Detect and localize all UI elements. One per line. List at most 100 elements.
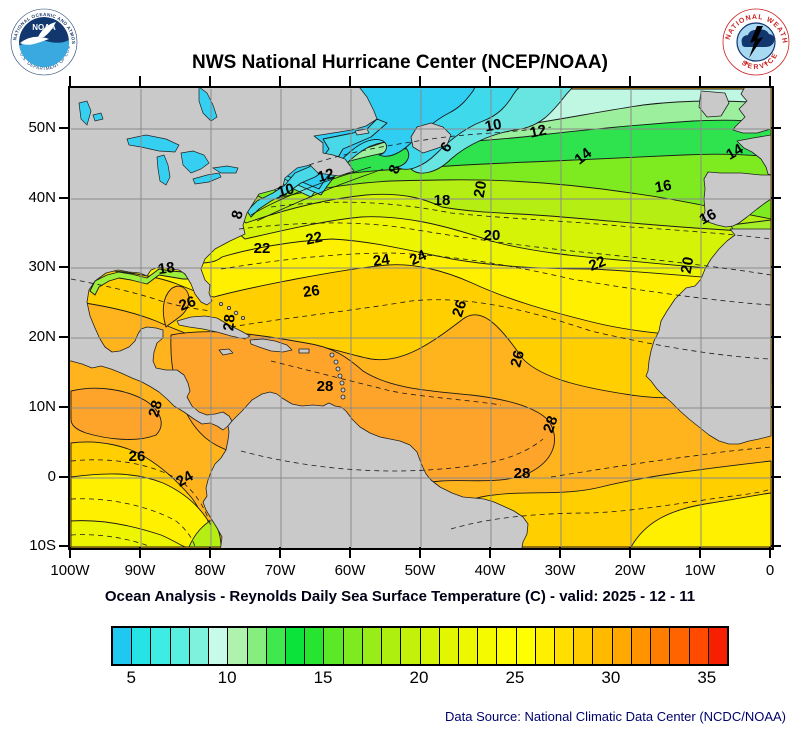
y-tick-label: 10S [29, 537, 56, 554]
colorbar-cell [189, 628, 210, 664]
y-tick-right [771, 545, 781, 547]
map-frame: 10 12 6 14 14 16 8 18 20 16 20 24 24 22 22 22 20 18 8 10 12 2… [68, 86, 774, 550]
lake-erie [192, 172, 222, 185]
x-tick [699, 547, 701, 558]
intermediate-contours [70, 126, 772, 548]
isotherm-label: 28 [220, 314, 238, 332]
x-tick-label: 90W [124, 562, 156, 579]
colorbar-tick-label: 10 [217, 668, 237, 687]
x-tick [69, 547, 71, 558]
gulf-stream-contours [250, 166, 384, 222]
x-tick [349, 547, 351, 558]
colorbar-cell [362, 628, 383, 664]
colorbar-cell [516, 628, 536, 664]
colorbar-cell [458, 628, 479, 664]
bahamas-land [218, 301, 245, 320]
colorbar-cell [439, 628, 459, 664]
colorbar-cell [151, 628, 171, 664]
x-tick-label: 60W [334, 562, 366, 579]
colorbar-cell [708, 628, 727, 664]
france-land [736, 134, 772, 176]
land-masses [70, 88, 772, 548]
colorbar-tick-label: 30 [601, 668, 621, 687]
isotherm-label: 22 [586, 253, 608, 275]
x-tick-top [349, 76, 351, 87]
y-tick [59, 127, 69, 129]
x-tick-label: 10W [684, 562, 716, 579]
x-tick-top [279, 76, 281, 87]
noaa-gull-wing-icon [38, 22, 56, 37]
nws-logo: NATIONAL WEATHER SERVICE ★ ★ [720, 6, 790, 76]
isotherm-label: 20 [484, 227, 501, 244]
lake-ontario [212, 165, 239, 174]
x-tick-label: 50W [404, 562, 436, 579]
y-tick-label: 40N [28, 189, 56, 206]
y-tick-label: 20N [28, 328, 56, 345]
isotherm-label: 26 [507, 349, 528, 370]
colorbar-cell [266, 628, 286, 664]
anticosti-land [354, 128, 370, 136]
y-tick-label: 0 [47, 468, 56, 485]
colorbar-cell [247, 628, 267, 664]
colorbar-cell [382, 628, 402, 664]
data-source-note: Data Source: National Climatic Data Cent… [445, 709, 786, 724]
colorbar-cell [555, 628, 575, 664]
y-tick-right [771, 266, 781, 268]
isotherm-label: 28 [540, 414, 562, 435]
isotherm-label: 26 [449, 298, 470, 319]
great-britain-land [732, 88, 772, 134]
y-tick-right [771, 476, 781, 478]
map-caption: Ocean Analysis - Reynolds Daily Sea Surf… [104, 588, 696, 605]
isotherm-label: 10 [276, 180, 297, 201]
x-tick [419, 547, 421, 558]
colorbar-cell [593, 628, 613, 664]
x-tick [489, 547, 491, 558]
colorbar-cell [305, 628, 325, 664]
colorbar-cell [420, 628, 440, 664]
x-tick-top [69, 76, 71, 87]
nws-lightning-icon [749, 26, 763, 58]
x-tick-label: 40W [474, 562, 506, 579]
x-tick-top [209, 76, 211, 87]
colorbar-cell [401, 628, 421, 664]
lake-winnipeg [78, 100, 92, 126]
y-tick-right [771, 406, 781, 408]
isotherm-label: 28 [145, 399, 166, 420]
colorbar-cell [574, 628, 594, 664]
colorbar-cell [651, 628, 671, 664]
ireland-land [698, 90, 730, 118]
lesser-antilles-land [329, 352, 346, 400]
page-title: NWS National Hurricane Center (NCEP/NOAA… [192, 52, 608, 73]
isotherm-label: 18 [157, 259, 176, 278]
nws-star-right-icon: ★ [763, 60, 768, 67]
lake-huron [180, 150, 210, 174]
noaa-emblem-sea [19, 39, 69, 67]
x-tick-top [489, 76, 491, 87]
africa-land [645, 228, 772, 445]
x-tick-label: 80W [194, 562, 226, 579]
x-tick-label: 20W [614, 562, 646, 579]
colorbar-cell [228, 628, 248, 664]
colorbar-cell [497, 628, 517, 664]
y-tick-label: 30N [28, 258, 56, 275]
y-tick [59, 545, 69, 547]
isotherm-label: 24 [407, 246, 430, 269]
noaa-wordmark: NOAA [32, 23, 56, 32]
x-tick [629, 547, 631, 558]
x-tick [139, 547, 141, 558]
isotherm-label: 22 [304, 229, 324, 249]
x-tick [769, 547, 771, 558]
isotherm-label: 20 [678, 256, 698, 275]
colorbar-cell [612, 628, 632, 664]
isotherm-label: 22 [254, 240, 271, 257]
y-tick-right [771, 336, 781, 338]
isotherm-label: 16 [697, 206, 720, 229]
colorbar-tick-label: 15 [313, 668, 333, 687]
y-tick-label: 50N [28, 119, 56, 136]
y-tick-right [771, 127, 781, 129]
colorbar-tick-label: 5 [126, 668, 136, 687]
colorbar-tick-label: 20 [409, 668, 429, 687]
x-tick-top [699, 76, 701, 87]
